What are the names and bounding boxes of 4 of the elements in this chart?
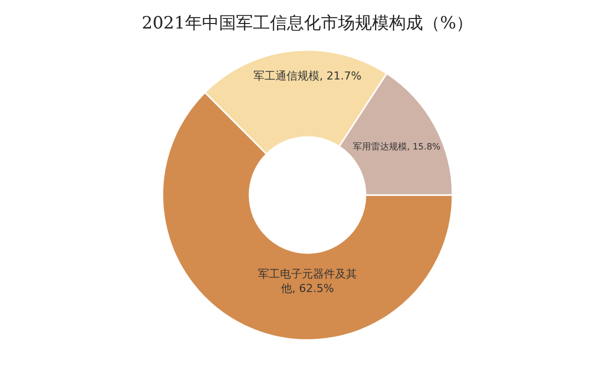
slice-label: 军工电子元器件及其他, 62.5% (258, 268, 357, 295)
slice-label: 军用雷达规模, 15.8% (352, 141, 441, 152)
chart-title: 2021年中国军工信息化市场规模构成（%） (142, 14, 474, 34)
slice-label: 军工通信规模, 21.7% (254, 70, 362, 83)
